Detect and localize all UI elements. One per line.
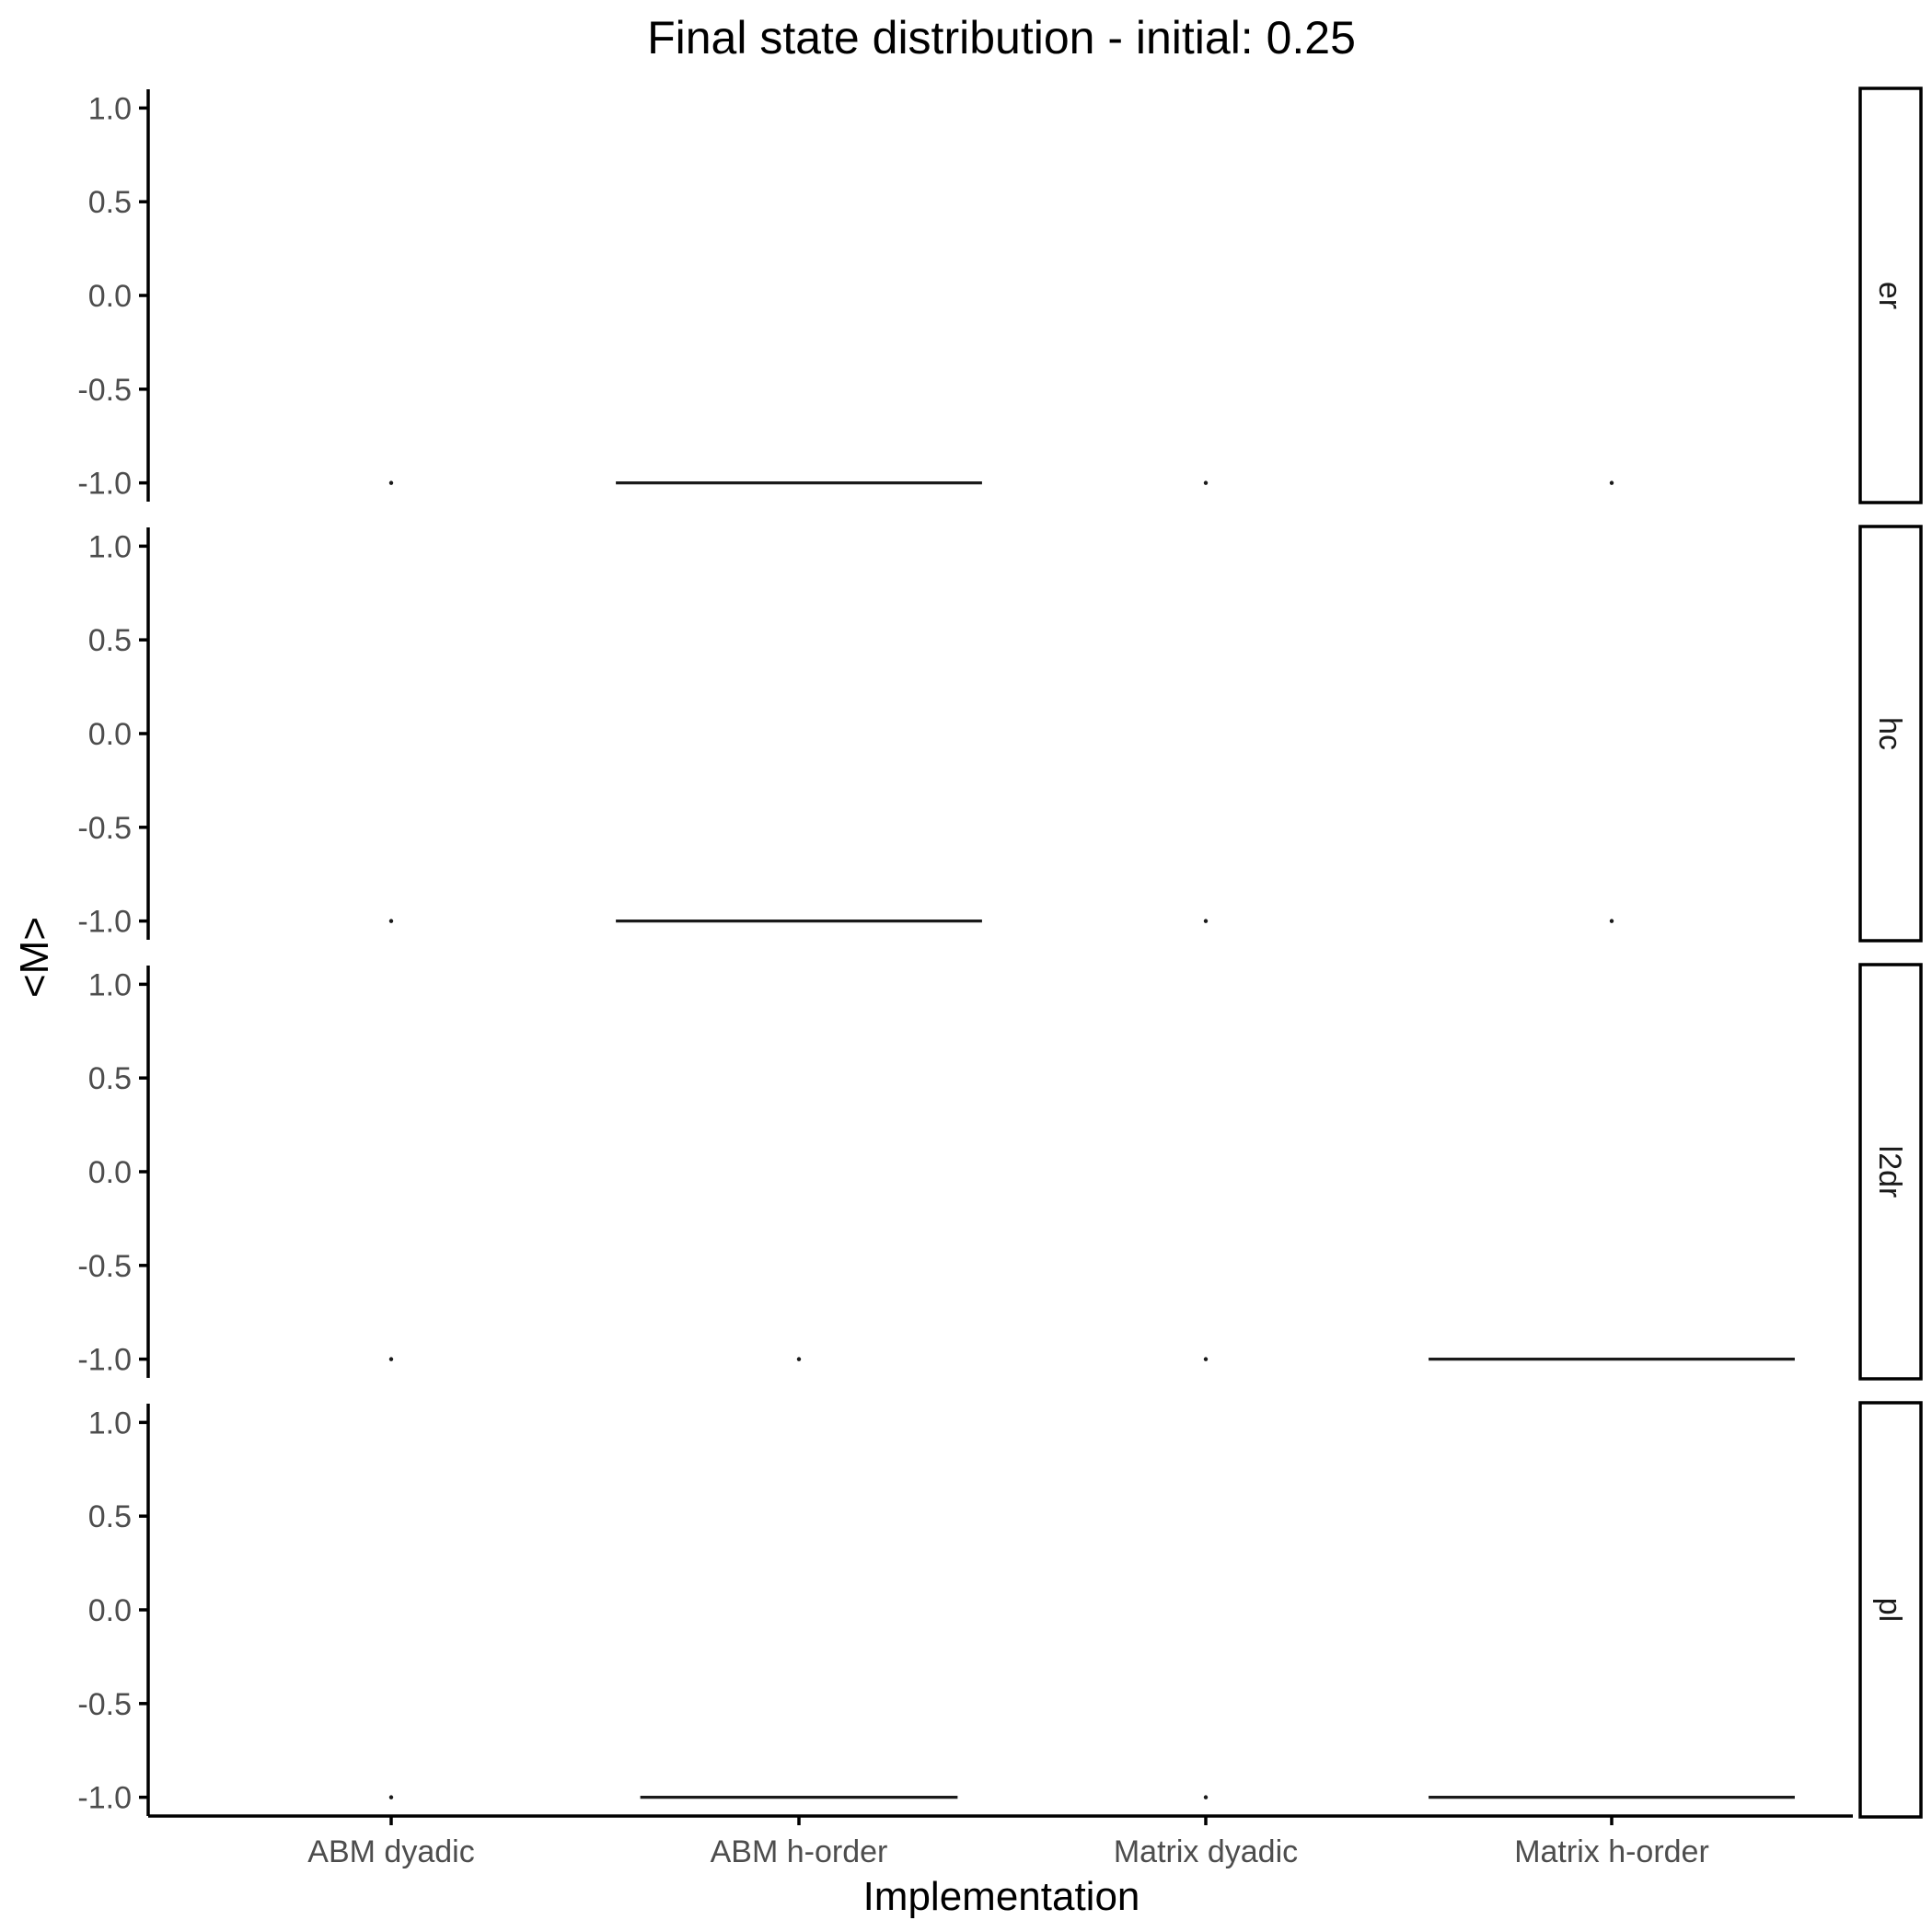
x-tick-label: ABM dyadic (307, 1834, 474, 1869)
facet-strip-label-l2dr: l2dr (1872, 1146, 1907, 1198)
facet-panels: 1.00.50.0-0.5-1.0er1.00.50.0-0.5-1.0hc1.… (77, 87, 1923, 1819)
y-tick-label: 1.0 (88, 529, 132, 564)
x-axis: ABM dyadic ABM h-order Matrix dyadic Matrix… (148, 1814, 1853, 1869)
violin-point-l2dr-1 (796, 1357, 802, 1361)
violin-point-hc-2 (1203, 919, 1209, 923)
violin-point-l2dr-2 (1203, 1357, 1209, 1361)
x-axis-title: Implementation (863, 1874, 1140, 1919)
violin-point-er-0 (388, 480, 394, 485)
facet-strip (1858, 963, 1923, 1381)
y-tick-label: 0.5 (88, 623, 132, 658)
chart-title: Final state distribution - initial: 0.25 (647, 12, 1356, 64)
x-tick-label: Matrix h-order (1514, 1834, 1709, 1869)
facet-panel-er: 1.0 0.5 0.0 -0.5 -1.0 er (77, 87, 1923, 504)
y-tick-label: -0.5 (77, 811, 132, 846)
y-tick-label: 0.5 (88, 185, 132, 220)
facet-strip (1858, 525, 1923, 943)
y-tick-label: 0.0 (88, 1593, 132, 1628)
y-tick-label: 0.0 (88, 279, 132, 314)
y-tick-label: 1.0 (88, 91, 132, 126)
x-tick-label: ABM h-order (711, 1834, 888, 1869)
y-tick-label: 0.5 (88, 1061, 132, 1096)
violin-point-pl-2 (1203, 1795, 1209, 1799)
facet-strip (1858, 1401, 1923, 1819)
facet-panel-pl: 1.0 0.5 0.0 -0.5 -1.0 pl (77, 1401, 1923, 1819)
violin-point-hc-0 (388, 919, 394, 923)
facet-strip-label-er: er (1872, 282, 1907, 309)
y-tick-label: -1.0 (77, 1343, 132, 1378)
y-tick-label: 1.0 (88, 967, 132, 1002)
violin-point-pl-0 (388, 1795, 394, 1799)
violin-point-hc-3 (1609, 919, 1614, 923)
y-tick-label: -1.0 (77, 1781, 132, 1816)
facet-strip (1858, 87, 1923, 504)
y-tick-label: 0.5 (88, 1499, 132, 1534)
facet-strip-label-pl: pl (1872, 1598, 1907, 1622)
facet-panel-l2dr: 1.0 0.5 0.0 -0.5 -1.0 l2dr (77, 963, 1923, 1381)
x-tick-label: Matrix dyadic (1114, 1834, 1298, 1869)
y-tick-label: -0.5 (77, 373, 132, 408)
facet-strip-label-hc: hc (1872, 717, 1907, 750)
facet-panel-hc: 1.0 0.5 0.0 -0.5 -1.0 hc (77, 525, 1923, 943)
y-tick-label: -1.0 (77, 467, 132, 502)
y-tick-label: 0.0 (88, 1155, 132, 1190)
violin-point-l2dr-0 (388, 1357, 394, 1361)
y-tick-label: -1.0 (77, 905, 132, 940)
y-tick-label: -0.5 (77, 1687, 132, 1722)
violin-point-er-2 (1203, 480, 1209, 485)
y-tick-label: -0.5 (77, 1249, 132, 1284)
y-tick-label: 0.0 (88, 717, 132, 752)
y-tick-label: 1.0 (88, 1406, 132, 1440)
violin-point-er-3 (1609, 480, 1614, 485)
y-axis-title: <M> (12, 917, 57, 998)
